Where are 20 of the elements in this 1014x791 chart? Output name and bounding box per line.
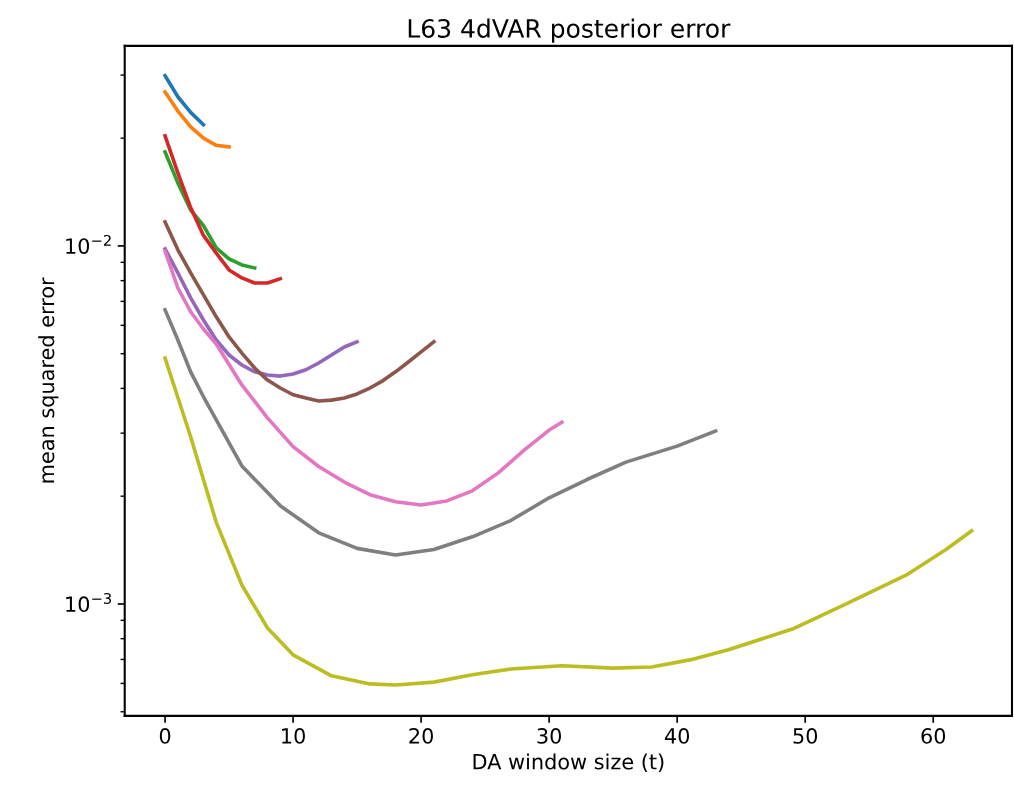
line-series [163, 73, 206, 127]
line-series [163, 247, 359, 378]
x-tick-label: 60 [921, 728, 946, 744]
line-series [163, 90, 231, 149]
y-tick-label: 10$^{−3}$ [66, 592, 111, 613]
line-series [163, 356, 974, 687]
x-axis-title: DA window size (t) [473, 753, 664, 772]
x-tick-label: 0 [159, 728, 171, 744]
line-series [163, 249, 564, 507]
x-tick-label: 40 [664, 728, 690, 744]
chart-title: L63 4dVAR posterior error [408, 18, 731, 43]
x-tick-label: 20 [409, 728, 433, 744]
line-series [163, 308, 718, 557]
x-tick-label: 50 [793, 728, 818, 744]
x-tick-label: 30 [537, 728, 562, 744]
y-axis-title: mean squared error [38, 277, 59, 483]
line-series [163, 220, 436, 403]
x-tick-label: 10 [282, 728, 305, 744]
line-series [163, 134, 283, 285]
y-tick-label: 10$^{−2}$ [66, 234, 111, 254]
